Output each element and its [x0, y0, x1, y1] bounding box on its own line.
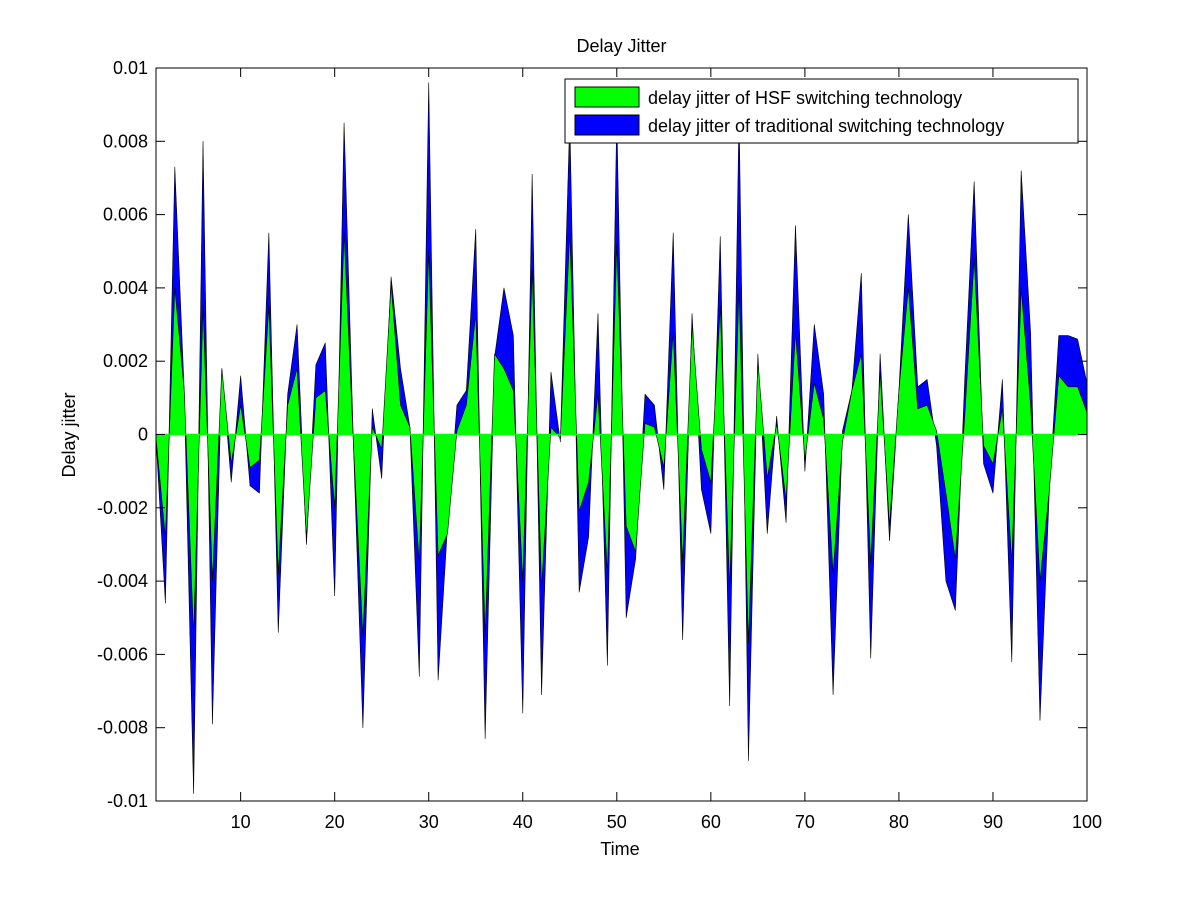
- legend-swatch-traditional: [574, 114, 640, 136]
- x-tick-label: 10: [231, 812, 251, 832]
- y-tick-label: 0.008: [103, 131, 148, 151]
- y-tick-label: -0.004: [97, 571, 148, 591]
- tick-layer: 10 20 30 40 50 60 70 80 90 100 -0.01 -0.008 -0.006 -0…: [97, 58, 1102, 832]
- x-tick-label: 100: [1072, 812, 1102, 832]
- y-tick-label: 0.01: [113, 58, 148, 78]
- series-area-0: [155, 82, 1088, 794]
- x-tick-label: 30: [419, 812, 439, 832]
- y-tick-label: 0.004: [103, 278, 148, 298]
- y-tick-label: 0.002: [103, 351, 148, 371]
- x-axis-label: Time: [600, 839, 639, 859]
- legend-label-hsf: delay jitter of HSF switching technology: [648, 88, 962, 108]
- y-tick-label: -0.008: [97, 718, 148, 738]
- y-tick-label: 0: [138, 425, 148, 445]
- legend: delay jitter of HSF switching technology…: [564, 78, 1079, 144]
- x-tick-label: 60: [701, 812, 721, 832]
- x-tick-label: 70: [795, 812, 815, 832]
- x-tick-label: 40: [513, 812, 533, 832]
- chart-title: Delay Jitter: [576, 36, 666, 56]
- legend-box: [564, 78, 1079, 144]
- y-tick-label: -0.006: [97, 644, 148, 664]
- x-tick-label: 90: [983, 812, 1003, 832]
- y-tick-label: -0.002: [97, 498, 148, 518]
- series-layer: [155, 82, 1088, 794]
- y-axis-label: Delay jitter: [59, 392, 79, 477]
- y-tick-label: 0.006: [103, 205, 148, 225]
- x-tick-label: 20: [325, 812, 345, 832]
- x-tick-label: 80: [889, 812, 909, 832]
- series-area-1: [155, 232, 1088, 644]
- legend-label-traditional: delay jitter of traditional switching te…: [648, 116, 1004, 136]
- x-tick-label: 50: [607, 812, 627, 832]
- y-tick-label: -0.01: [107, 791, 148, 811]
- legend-swatch-hsf: [574, 86, 640, 108]
